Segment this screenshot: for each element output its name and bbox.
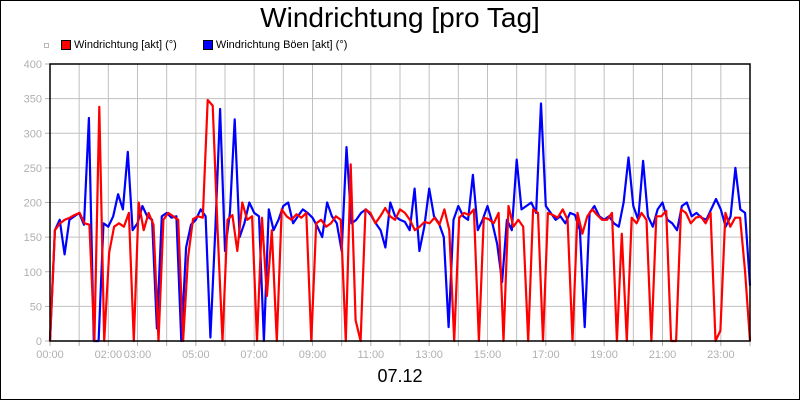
legend-swatch-blue-icon	[202, 40, 213, 50]
chart-date-label: 07.12	[377, 366, 423, 386]
x-tick-label: 02:00	[95, 349, 123, 361]
legend-label: Windrichtung Böen [akt] (°)	[215, 39, 348, 51]
x-tick-label: 15:00	[474, 349, 502, 361]
x-tick-label: 13:00	[415, 349, 443, 361]
x-tick-label: 21:00	[649, 349, 677, 361]
y-tick-label: 100	[24, 267, 42, 279]
series-windrichtung-line	[48, 98, 752, 343]
legend-item-windrichtung-boeen[interactable]: Windrichtung Böen [akt] (°)	[202, 39, 348, 51]
x-tick-label: 03:00	[124, 349, 152, 361]
x-tick-label: 09:00	[299, 349, 327, 361]
legend-label: Windrichtung [akt] (°)	[74, 39, 177, 51]
x-tick-label: 23:00	[707, 349, 735, 361]
y-tick-label: 350	[24, 94, 42, 106]
x-tick-label: 05:00	[182, 349, 210, 361]
series-windrichtung-boeen-line	[48, 102, 752, 343]
y-tick-label: 150	[24, 232, 42, 244]
y-tick-label: 50	[30, 301, 42, 313]
y-tick-label: 300	[24, 128, 42, 140]
legend-item-windrichtung[interactable]: Windrichtung [akt] (°)	[61, 39, 177, 51]
x-tick-label: 07:00	[240, 349, 268, 361]
y-tick-label: 200	[24, 198, 42, 210]
x-tick-label: 19:00	[590, 349, 618, 361]
x-tick-label: 11:00	[357, 349, 384, 361]
chart-title: Windrichtung [pro Tag]	[260, 2, 540, 33]
legend-toggle-icon[interactable]	[44, 42, 49, 48]
chart-legend: Windrichtung [akt] (°) Windrichtung Böen…	[44, 38, 373, 52]
y-tick-label: 0	[36, 336, 42, 348]
plot-border	[49, 63, 751, 342]
y-tick-label: 250	[24, 163, 42, 175]
x-tick-label: 17:00	[532, 349, 560, 361]
x-tick-label: 00:00	[36, 349, 64, 361]
legend-swatch-red-icon	[61, 40, 71, 50]
y-tick-label: 400	[24, 59, 42, 71]
